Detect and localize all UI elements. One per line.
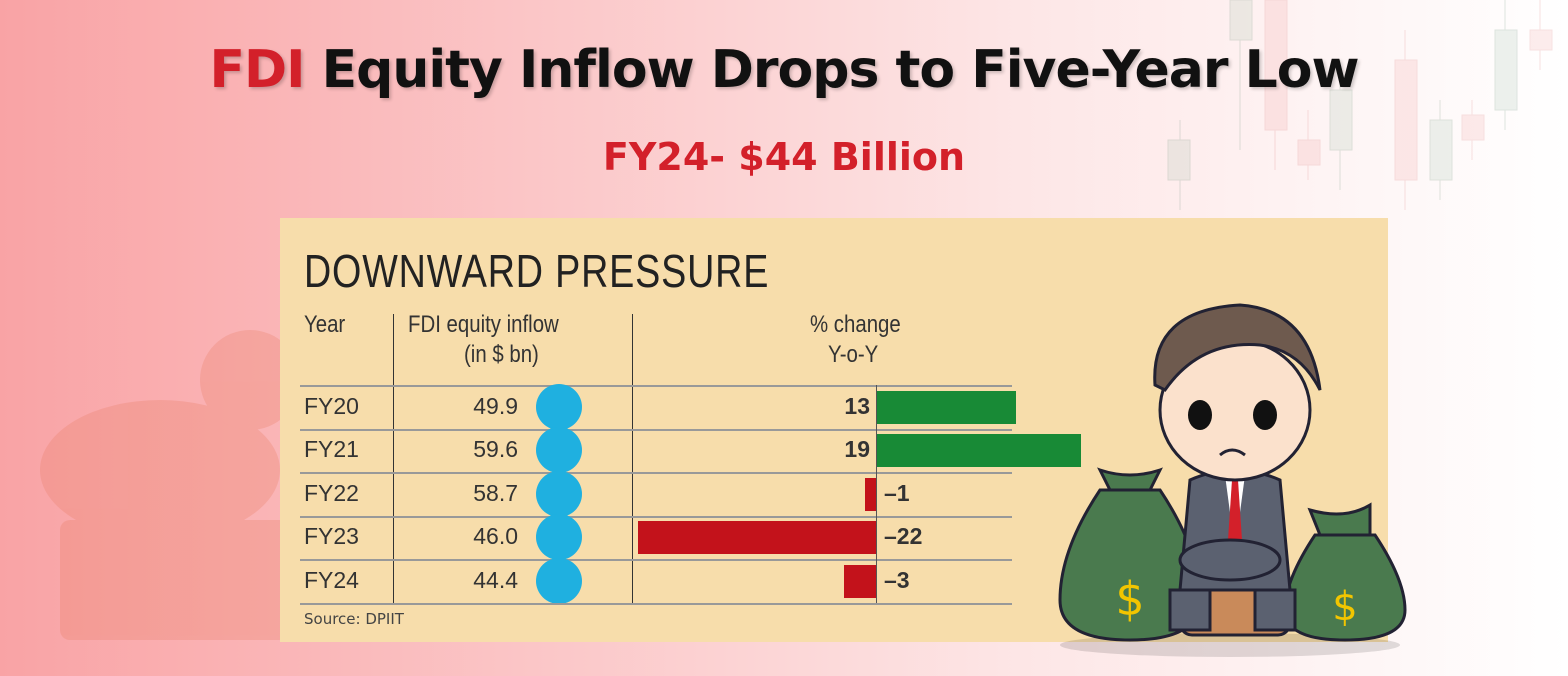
inflow-dot <box>536 514 582 561</box>
header-inflow: FDI equity inflow <box>408 311 559 338</box>
svg-text:$: $ <box>1115 572 1144 626</box>
change-label: –1 <box>884 479 910 506</box>
change-label: 13 <box>844 392 870 419</box>
divider <box>393 314 394 604</box>
header-inflow-unit: (in $ bn) <box>464 341 539 368</box>
change-label: 19 <box>844 436 870 463</box>
year-label: FY24 <box>304 566 359 593</box>
headline-rest: Equity Inflow Drops to Five-Year Low <box>304 40 1360 100</box>
money-bag-icon: $ <box>1058 467 1202 642</box>
change-label: –3 <box>884 566 910 593</box>
change-bar <box>876 434 1082 468</box>
row-divider <box>300 385 1012 387</box>
inflow-dot <box>536 557 582 604</box>
headline: FDI Equity Inflow Drops to Five-Year Low <box>0 40 1568 100</box>
inflow-dot <box>536 470 582 517</box>
inflow-value: 49.9 <box>473 392 518 419</box>
svg-text:$: $ <box>1332 584 1357 630</box>
zero-axis <box>876 385 877 603</box>
divider <box>632 314 633 604</box>
year-label: FY23 <box>304 523 359 550</box>
worried-businessman-illustration: $ $ <box>1058 303 1407 657</box>
change-label: –22 <box>884 523 923 550</box>
inflow-dot <box>536 383 582 430</box>
inflow-dot <box>536 427 582 474</box>
inflow-value: 44.4 <box>473 566 518 593</box>
row-divider <box>300 515 1012 518</box>
money-bag-icon: $ <box>1283 502 1407 642</box>
subheadline: FY24- $44 Billion <box>602 135 966 179</box>
source-note: Source: DPIIT <box>304 610 404 628</box>
change-bar <box>865 477 876 511</box>
year-label: FY20 <box>304 392 359 419</box>
inflow-value: 59.6 <box>473 436 518 463</box>
header-year: Year <box>304 311 346 338</box>
year-label: FY21 <box>304 436 359 463</box>
change-bar <box>638 521 876 555</box>
inflow-value: 46.0 <box>473 523 518 550</box>
year-label: FY22 <box>304 479 359 506</box>
row-divider <box>300 602 1012 605</box>
inflow-value: 58.7 <box>473 479 518 506</box>
header-change-unit: Y-o-Y <box>828 341 879 368</box>
headline-highlight: FDI <box>209 40 305 100</box>
change-bar <box>843 564 876 598</box>
row-divider <box>300 472 1012 474</box>
chart-title: DOWNWARD PRESSURE <box>304 245 770 297</box>
header-change: % change <box>810 311 901 338</box>
row-divider <box>300 428 1012 431</box>
change-bar <box>876 390 1017 424</box>
row-divider <box>300 559 1012 561</box>
